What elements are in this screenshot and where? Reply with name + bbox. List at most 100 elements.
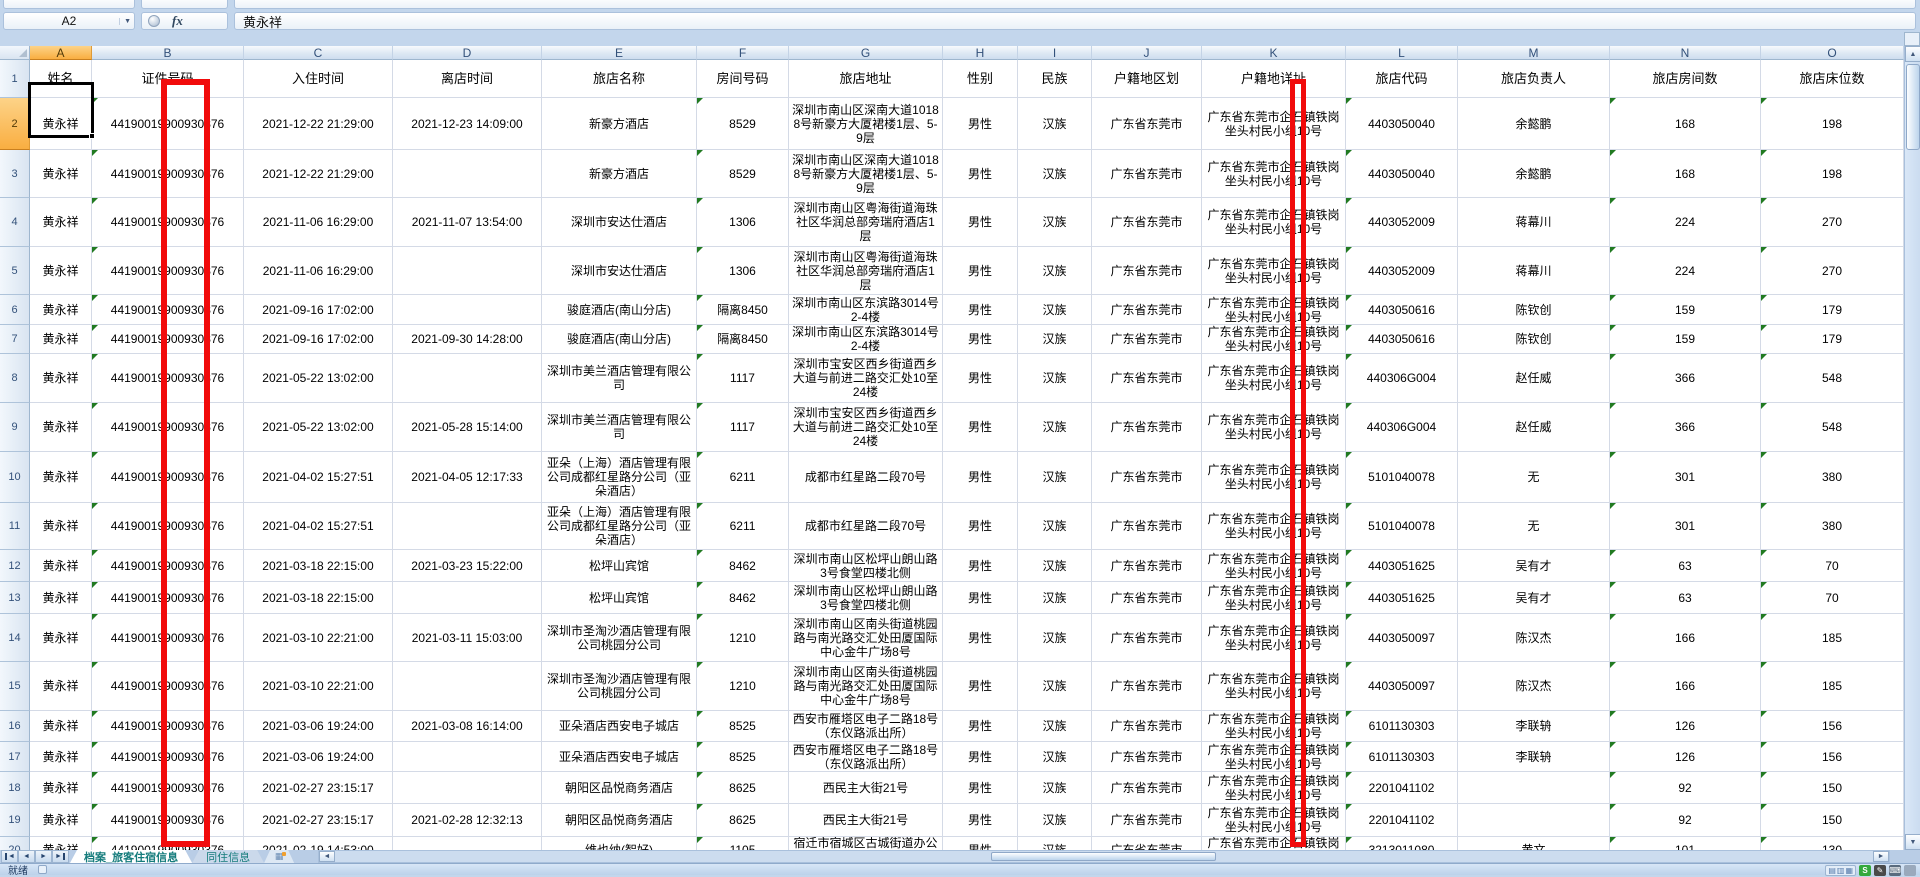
page-break-view-icon[interactable]: ▦ xyxy=(1845,865,1853,875)
cell-M12[interactable]: 吴有才 xyxy=(1458,550,1610,582)
cell-M3[interactable]: 余懿鹏 xyxy=(1458,150,1610,198)
cell-C20[interactable]: 2021-02-19 14:53:00 xyxy=(244,837,393,850)
cell-H12[interactable]: 男性 xyxy=(943,550,1018,582)
cell-B1[interactable]: 证件号码 xyxy=(92,60,244,98)
cell-H8[interactable]: 男性 xyxy=(943,354,1018,403)
cell-G16[interactable]: 西安市雁塔区电子二路18号（东仪路派出所） xyxy=(789,711,943,742)
cell-D10[interactable]: 2021-04-05 12:17:33 xyxy=(393,452,542,503)
cell-B10[interactable]: 44190019900930376 xyxy=(92,452,244,503)
cell-M14[interactable]: 陈汉杰 xyxy=(1458,614,1610,662)
cell-B3[interactable]: 44190019900930376 xyxy=(92,150,244,198)
row-header-11[interactable]: 11 xyxy=(0,503,30,550)
cell-L6[interactable]: 4403050616 xyxy=(1346,295,1458,325)
cell-N12[interactable]: 63 xyxy=(1610,550,1761,582)
row-header-20[interactable]: 20 xyxy=(0,837,30,850)
cell-L19[interactable]: 2201041102 xyxy=(1346,804,1458,837)
cell-K5[interactable]: 广东省东莞市企石镇铁岗坐头村民小组10号 xyxy=(1202,247,1346,295)
cell-G5[interactable]: 深圳市南山区粤海街道海珠社区华润总部旁瑞府酒店1层 xyxy=(789,247,943,295)
cell-O8[interactable]: 548 xyxy=(1761,354,1904,403)
cell-D16[interactable]: 2021-03-08 16:14:00 xyxy=(393,711,542,742)
cell-B16[interactable]: 44190019900930376 xyxy=(92,711,244,742)
cell-N1[interactable]: 旅店房间数 xyxy=(1610,60,1761,98)
vertical-scrollbar[interactable]: ▲ ▼ xyxy=(1904,46,1920,850)
cell-A7[interactable]: 黄永祥 xyxy=(30,325,92,354)
cell-I5[interactable]: 汉族 xyxy=(1018,247,1092,295)
cell-F18[interactable]: 8625 xyxy=(697,772,789,804)
cell-C7[interactable]: 2021-09-16 17:02:00 xyxy=(244,325,393,354)
cell-K6[interactable]: 广东省东莞市企石镇铁岗坐头村民小组10号 xyxy=(1202,295,1346,325)
cell-C14[interactable]: 2021-03-10 22:21:00 xyxy=(244,614,393,662)
cell-L18[interactable]: 2201041102 xyxy=(1346,772,1458,804)
cell-B14[interactable]: 44190019900930376 xyxy=(92,614,244,662)
cell-J3[interactable]: 广东省东莞市 xyxy=(1092,150,1202,198)
cell-I19[interactable]: 汉族 xyxy=(1018,804,1092,837)
cell-G2[interactable]: 深圳市南山区深南大道10188号新豪方大厦裙楼1层、5-9层 xyxy=(789,98,943,150)
cell-G6[interactable]: 深圳市南山区东滨路3014号2-4楼 xyxy=(789,295,943,325)
cell-B11[interactable]: 44190019900930376 xyxy=(92,503,244,550)
row-header-3[interactable]: 3 xyxy=(0,150,30,198)
cell-N19[interactable]: 92 xyxy=(1610,804,1761,837)
cell-A18[interactable]: 黄永祥 xyxy=(30,772,92,804)
column-header-C[interactable]: C xyxy=(244,46,393,60)
cell-N17[interactable]: 126 xyxy=(1610,742,1761,772)
cell-J9[interactable]: 广东省东莞市 xyxy=(1092,403,1202,452)
cell-F6[interactable]: 隔离8450 xyxy=(697,295,789,325)
cell-M19[interactable] xyxy=(1458,804,1610,837)
cell-A6[interactable]: 黄永祥 xyxy=(30,295,92,325)
cell-G10[interactable]: 成都市红星路二段70号 xyxy=(789,452,943,503)
cell-O20[interactable]: 130 xyxy=(1761,837,1904,850)
cell-D5[interactable] xyxy=(393,247,542,295)
cell-M15[interactable]: 陈汉杰 xyxy=(1458,662,1610,711)
cell-E17[interactable]: 亚朵酒店西安电子城店 xyxy=(542,742,697,772)
cell-O5[interactable]: 270 xyxy=(1761,247,1904,295)
cell-L16[interactable]: 6101130303 xyxy=(1346,711,1458,742)
cell-F7[interactable]: 隔离8450 xyxy=(697,325,789,354)
cell-B12[interactable]: 44190019900930376 xyxy=(92,550,244,582)
cell-H10[interactable]: 男性 xyxy=(943,452,1018,503)
cell-L9[interactable]: 440306G004 xyxy=(1346,403,1458,452)
cell-O6[interactable]: 179 xyxy=(1761,295,1904,325)
cell-I13[interactable]: 汉族 xyxy=(1018,582,1092,614)
cell-O14[interactable]: 185 xyxy=(1761,614,1904,662)
cell-D11[interactable] xyxy=(393,503,542,550)
cell-E1[interactable]: 旅店名称 xyxy=(542,60,697,98)
cell-F13[interactable]: 8462 xyxy=(697,582,789,614)
cell-O12[interactable]: 70 xyxy=(1761,550,1904,582)
pen-icon[interactable]: ✎ xyxy=(1874,864,1886,876)
column-header-G[interactable]: G xyxy=(789,46,943,60)
view-shortcuts[interactable]: ▤ ▥ ▦ xyxy=(1825,864,1856,876)
cell-O17[interactable]: 156 xyxy=(1761,742,1904,772)
cell-N16[interactable]: 126 xyxy=(1610,711,1761,742)
cell-K9[interactable]: 广东省东莞市企石镇铁岗坐头村民小组10号 xyxy=(1202,403,1346,452)
cell-L4[interactable]: 4403052009 xyxy=(1346,198,1458,247)
insert-function-button[interactable]: fx xyxy=(141,12,228,30)
cell-I15[interactable]: 汉族 xyxy=(1018,662,1092,711)
row-header-8[interactable]: 8 xyxy=(0,354,30,403)
cell-B15[interactable]: 44190019900930376 xyxy=(92,662,244,711)
cell-H11[interactable]: 男性 xyxy=(943,503,1018,550)
cell-A4[interactable]: 黄永祥 xyxy=(30,198,92,247)
cell-K2[interactable]: 广东省东莞市企石镇铁岗坐头村民小组10号 xyxy=(1202,98,1346,150)
vertical-scrollbar-thumb[interactable] xyxy=(1906,64,1920,150)
cell-J19[interactable]: 广东省东莞市 xyxy=(1092,804,1202,837)
cell-C3[interactable]: 2021-12-22 21:29:00 xyxy=(244,150,393,198)
cell-O4[interactable]: 270 xyxy=(1761,198,1904,247)
cell-H6[interactable]: 男性 xyxy=(943,295,1018,325)
cell-L8[interactable]: 440306G004 xyxy=(1346,354,1458,403)
cell-F10[interactable]: 6211 xyxy=(697,452,789,503)
cell-J7[interactable]: 广东省东莞市 xyxy=(1092,325,1202,354)
cell-A11[interactable]: 黄永祥 xyxy=(30,503,92,550)
cell-J10[interactable]: 广东省东莞市 xyxy=(1092,452,1202,503)
cell-B20[interactable]: 44190019900930376 xyxy=(92,837,244,850)
row-header-4[interactable]: 4 xyxy=(0,198,30,247)
normal-view-icon[interactable]: ▤ xyxy=(1828,865,1836,875)
cell-I10[interactable]: 汉族 xyxy=(1018,452,1092,503)
cell-F5[interactable]: 1306 xyxy=(697,247,789,295)
row-header-6[interactable]: 6 xyxy=(0,295,30,325)
cell-I1[interactable]: 民族 xyxy=(1018,60,1092,98)
cell-L13[interactable]: 4403051625 xyxy=(1346,582,1458,614)
cell-M7[interactable]: 陈钦创 xyxy=(1458,325,1610,354)
cell-G17[interactable]: 西安市雁塔区电子二路18号（东仪路派出所） xyxy=(789,742,943,772)
cell-A17[interactable]: 黄永祥 xyxy=(30,742,92,772)
cell-K18[interactable]: 广东省东莞市企石镇铁岗坐头村民小组10号 xyxy=(1202,772,1346,804)
